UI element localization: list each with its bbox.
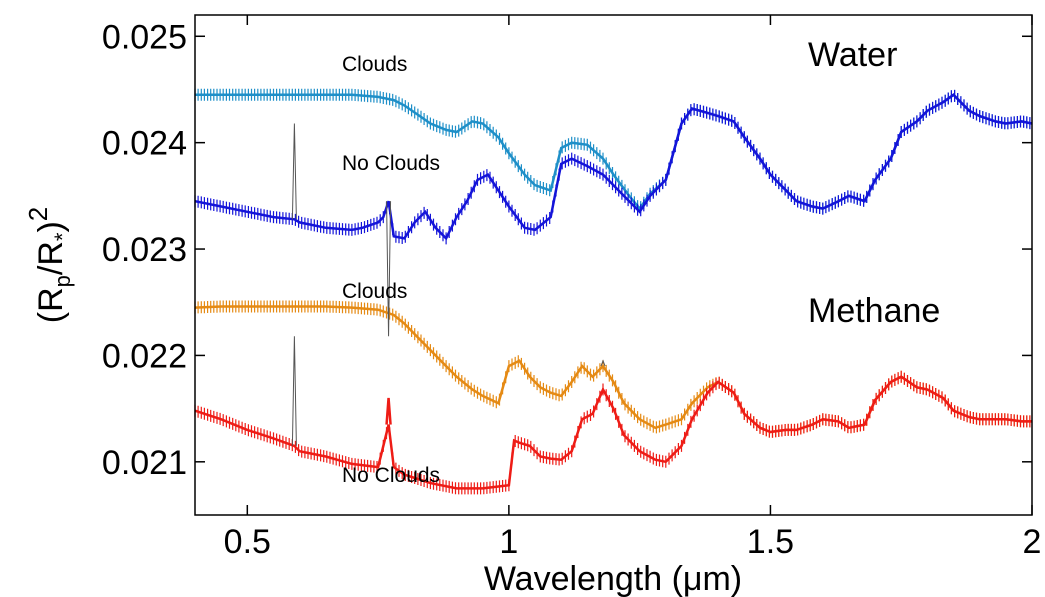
methane-clouds-label: Clouds: [342, 280, 407, 303]
water-label: Water: [808, 36, 897, 74]
spike-mark: [386, 201, 392, 337]
spike-mark: [385, 397, 392, 425]
x-axis-label: Wavelength (μm): [484, 560, 742, 597]
x-tick-label: 2: [1023, 523, 1042, 561]
water-clouds-label: Clouds: [342, 53, 407, 76]
tick-layer: 0.5 1 1.5 2 0.021 0.022 0.023 0.024 0.025: [102, 15, 1042, 561]
spike-mark: [291, 336, 297, 446]
water-no-clouds-label: No Clouds: [342, 152, 440, 175]
x-tick-label: 1: [499, 523, 518, 561]
x-tick-label: 0.5: [224, 523, 271, 561]
y-tick-label: 0.023: [102, 231, 187, 269]
y-tick-label: 0.024: [102, 125, 187, 163]
spike-mark: [291, 123, 297, 220]
y-tick-label: 0.021: [102, 444, 187, 482]
methane-label: Methane: [808, 292, 940, 330]
plot-frame: [194, 14, 1033, 516]
y-tick-label: 0.025: [102, 18, 187, 56]
series-line-methane-no-clouds: [194, 375, 1032, 490]
svg-text:(Rp/R*)2: (Rp/R*)2: [23, 207, 75, 324]
methane-no-clouds-label: No Clouds: [342, 464, 440, 487]
series-water-no-clouds: [194, 89, 1033, 245]
x-tick-label: 1.5: [747, 523, 794, 561]
y-axis-label: (Rp/R*)2: [23, 207, 75, 324]
spike-mark: [600, 359, 606, 367]
series-layer: [194, 88, 1033, 495]
plot-background: [195, 15, 1032, 515]
y-tick-label: 0.022: [102, 337, 187, 375]
